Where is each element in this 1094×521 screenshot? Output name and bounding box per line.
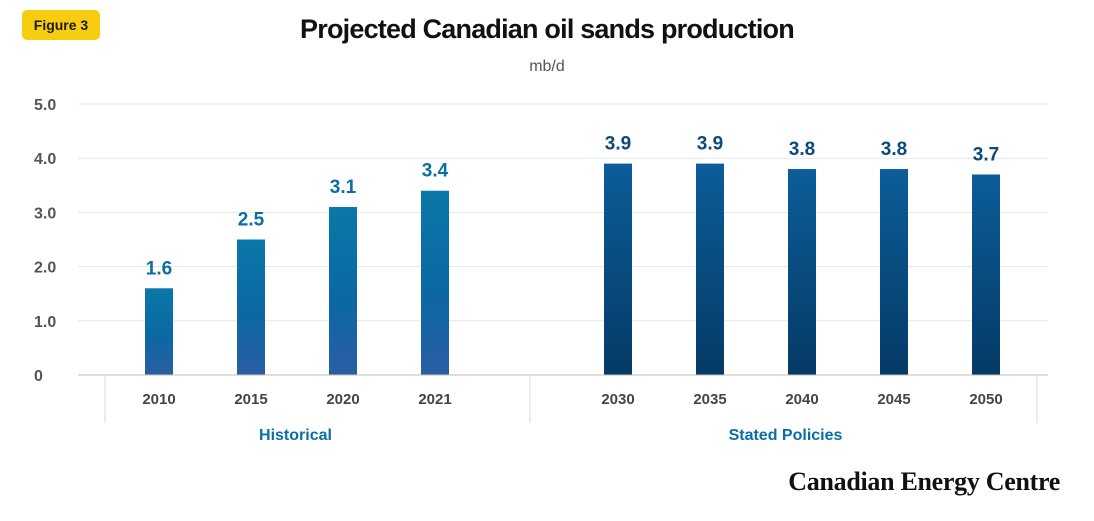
data-label: 3.7 — [973, 144, 999, 165]
data-label: 3.8 — [881, 139, 907, 160]
data-label: 1.6 — [146, 258, 172, 279]
chart-title: Projected Canadian oil sands production — [300, 14, 795, 44]
x-tick-label: 2040 — [785, 391, 818, 408]
data-label: 3.9 — [697, 134, 723, 155]
bar — [696, 163, 724, 375]
bar — [880, 169, 908, 375]
bar — [604, 163, 632, 375]
bar — [145, 288, 173, 375]
bar — [237, 239, 265, 375]
y-tick-label: 5.0 — [34, 97, 56, 114]
group-label: Stated Policies — [729, 427, 843, 444]
x-tick-label: 2030 — [601, 391, 634, 408]
bar — [972, 174, 1000, 375]
x-tick-label: 2035 — [693, 391, 726, 408]
bar — [421, 190, 449, 375]
bar — [788, 169, 816, 375]
brand-logo: Canadian Energy Centre — [788, 467, 1060, 496]
data-label: 3.9 — [605, 134, 631, 155]
data-label: 3.4 — [422, 161, 449, 182]
y-tick-label: 1.0 — [34, 314, 56, 331]
bar — [329, 206, 357, 375]
y-tick-label: 3.0 — [34, 205, 56, 222]
data-label: 2.5 — [238, 210, 265, 231]
x-tick-label: 2021 — [418, 391, 451, 408]
figure-badge: Figure 3 — [22, 10, 100, 40]
group-label: Historical — [259, 427, 332, 444]
x-tick-label: 2045 — [877, 391, 910, 408]
y-tick-label: 0 — [34, 368, 43, 385]
x-tick-label: 2020 — [326, 391, 359, 408]
data-label: 3.1 — [330, 177, 357, 198]
y-tick-label: 2.0 — [34, 260, 56, 277]
x-tick-label: 2015 — [234, 391, 267, 408]
x-tick-label: 2050 — [969, 391, 1002, 408]
x-tick-label: 2010 — [142, 391, 175, 408]
data-label: 3.8 — [789, 139, 815, 160]
y-tick-label: 4.0 — [34, 151, 56, 168]
chart-subtitle: mb/d — [529, 58, 565, 75]
